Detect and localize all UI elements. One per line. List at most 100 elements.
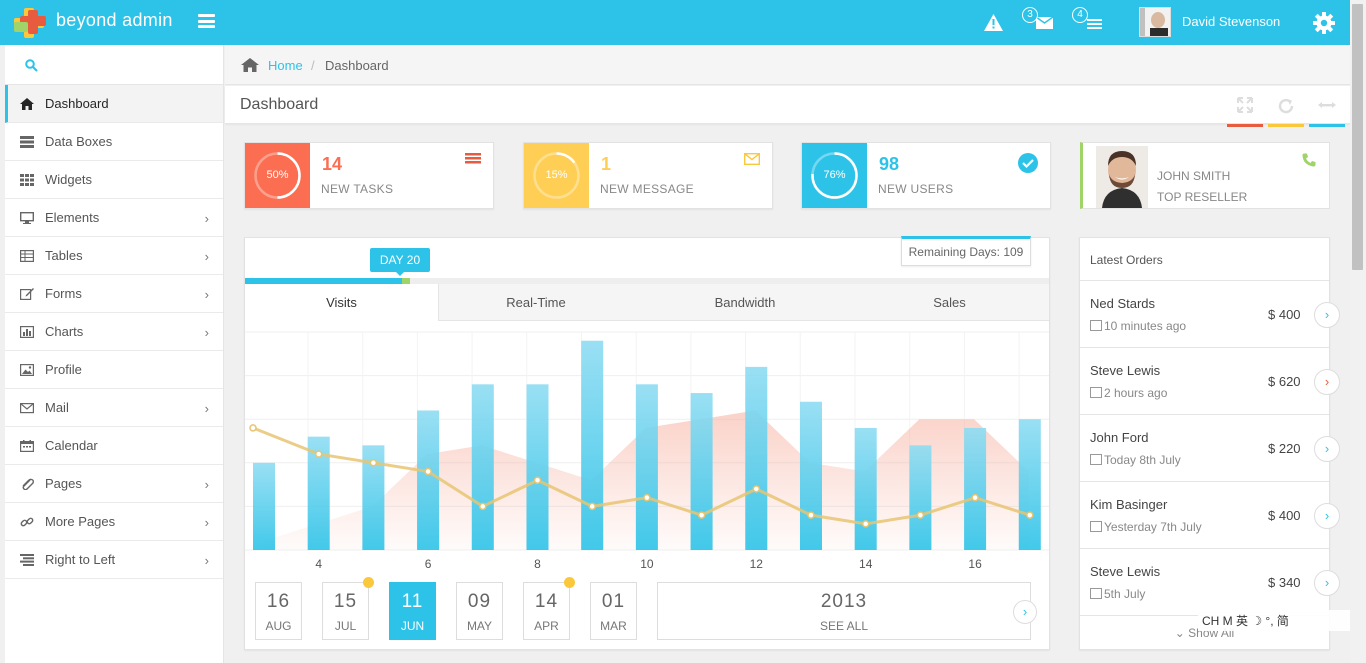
stat-percent: 76% xyxy=(823,169,846,181)
order-detail-button[interactable]: › xyxy=(1314,302,1340,328)
settings-gear-icon[interactable] xyxy=(1313,12,1335,34)
tab-visits[interactable]: Visits xyxy=(245,284,439,321)
date-button-apr[interactable]: 14 APR xyxy=(523,577,575,640)
order-amount: $ 220 xyxy=(1268,441,1301,456)
sidebar-item-profile[interactable]: Profile xyxy=(5,351,223,389)
sidebar-item-data-boxes[interactable]: Data Boxes xyxy=(5,123,223,161)
page-scrollbar[interactable] xyxy=(1350,0,1366,663)
chevron-down-icon: ⌄ xyxy=(1174,626,1189,640)
chevron-right-icon: › xyxy=(1022,604,1028,619)
messages-icon[interactable]: 3 xyxy=(1022,7,1054,37)
order-row[interactable]: John Ford Today 8th July $ 220 › xyxy=(1080,415,1340,482)
sidebar-item-tables[interactable]: Tables › xyxy=(5,237,223,275)
reseller-role: TOP RESELLER xyxy=(1157,190,1248,204)
stat-box-tasks[interactable]: 50% 14 NEW TASKS xyxy=(244,142,494,209)
tab-sales[interactable]: Sales xyxy=(933,295,966,310)
phone-icon[interactable] xyxy=(1302,153,1316,167)
order-detail-button[interactable]: › xyxy=(1314,570,1340,596)
next-dates-button[interactable]: › xyxy=(1013,600,1037,624)
user-avatar[interactable] xyxy=(1139,7,1171,37)
stat-percent: 50% xyxy=(266,169,289,181)
x-tick-label: 10 xyxy=(640,557,654,571)
sidebar-toggle-icon[interactable] xyxy=(198,14,215,28)
order-row[interactable]: Kim Basinger Yesterday 7th July $ 400 › xyxy=(1080,482,1340,549)
calendar-icon xyxy=(1090,454,1102,465)
orders-title: Latest Orders xyxy=(1080,238,1329,281)
order-detail-button[interactable]: › xyxy=(1314,503,1340,529)
order-row[interactable]: Ned Stards 10 minutes ago $ 400 › xyxy=(1080,281,1340,348)
calendar-icon xyxy=(20,440,34,452)
breadcrumb-home-link[interactable]: Home xyxy=(268,58,303,73)
brand-name[interactable]: beyond admin xyxy=(56,10,173,30)
tab-real-time[interactable]: Real-Time xyxy=(506,295,566,310)
date-button-jul[interactable]: 15 JUL xyxy=(322,577,374,640)
chevron-right-icon: › xyxy=(204,515,209,530)
day-badge: DAY 20 xyxy=(370,248,430,276)
ime-toolbar[interactable]: CH M 英 ☽ °, 简 xyxy=(1198,610,1350,631)
sidebar-item-calendar[interactable]: Calendar xyxy=(5,427,223,465)
sidebar-item-label: Mail xyxy=(45,400,69,415)
chevron-right-icon: › xyxy=(204,211,209,226)
sidebar-item-widgets[interactable]: Widgets xyxy=(5,161,223,199)
collapse-button[interactable] xyxy=(1309,95,1345,127)
stat-messages-progress: 15% xyxy=(524,143,589,208)
year-see-all-button[interactable]: 2013 SEE ALL xyxy=(657,582,1031,640)
refresh-button[interactable] xyxy=(1268,95,1304,127)
sidebar-search[interactable] xyxy=(5,45,223,85)
bar-7 xyxy=(471,384,494,550)
top-reseller-card[interactable]: JOHN SMITH TOP RESELLER xyxy=(1080,142,1330,209)
date-button-aug[interactable]: 16 AUG xyxy=(255,582,302,640)
order-amount: $ 340 xyxy=(1268,575,1301,590)
order-row[interactable]: Steve Lewis 2 hours ago $ 620 › xyxy=(1080,348,1340,415)
order-detail-button[interactable]: › xyxy=(1314,436,1340,462)
tab-bandwidth[interactable]: Bandwidth xyxy=(714,295,776,310)
sidebar-item-label: Charts xyxy=(45,324,84,339)
expand-icon xyxy=(1237,97,1253,113)
line-point-16 xyxy=(971,493,979,502)
search-icon[interactable] xyxy=(25,59,38,72)
order-detail-button[interactable]: › xyxy=(1314,369,1340,395)
sidebar-item-dashboard[interactable]: Dashboard xyxy=(5,85,223,123)
tasks-count: 4 xyxy=(1072,7,1088,23)
home-icon[interactable] xyxy=(241,58,259,72)
date-button-mar[interactable]: 01 MAR xyxy=(590,582,637,640)
maximize-color-bar xyxy=(1227,124,1263,127)
stat-box-messages[interactable]: 15% 1 NEW MESSAGE xyxy=(523,142,773,209)
paperclip-icon xyxy=(22,478,34,490)
chevron-right-icon: › xyxy=(204,325,209,340)
bar-10 xyxy=(635,384,658,550)
sidebar-item-elements[interactable]: Elements › xyxy=(5,199,223,237)
line-point-6 xyxy=(424,467,432,476)
tasks-icon[interactable]: 4 xyxy=(1072,7,1104,37)
user-name[interactable]: David Stevenson xyxy=(1182,14,1281,29)
chevron-right-icon: › xyxy=(204,249,209,264)
bar-15 xyxy=(909,445,932,550)
scrollbar-thumb[interactable] xyxy=(1352,4,1363,270)
sidebar-item-mail[interactable]: Mail › xyxy=(5,389,223,427)
maximize-button[interactable] xyxy=(1227,95,1263,127)
stat-label: NEW MESSAGE xyxy=(600,182,694,196)
align-right-icon xyxy=(20,554,34,566)
order-row[interactable]: Steve Lewis 5th July $ 340 › xyxy=(1080,549,1340,616)
sidebar-item-more-pages[interactable]: More Pages › xyxy=(5,503,223,541)
bar-chart-icon xyxy=(20,326,34,338)
sidebar-item-label: Pages xyxy=(45,476,82,491)
sidebar-item-forms[interactable]: Forms › xyxy=(5,275,223,313)
chevron-right-icon: › xyxy=(204,287,209,302)
sidebar-item-label: Data Boxes xyxy=(45,134,113,149)
stat-value: 1 xyxy=(601,154,612,174)
date-button-may[interactable]: 09 MAY xyxy=(456,582,503,640)
order-amount: $ 620 xyxy=(1268,374,1301,389)
sidebar-item-pages[interactable]: Pages › xyxy=(5,465,223,503)
edit-icon xyxy=(20,288,34,300)
stat-box-users[interactable]: 76% 98 NEW USERS xyxy=(801,142,1051,209)
sidebar-item-right-to-left[interactable]: Right to Left › xyxy=(5,541,223,579)
date-button-jun[interactable]: 11 JUN xyxy=(389,582,436,640)
line-point-15 xyxy=(916,511,925,519)
sidebar-item-charts[interactable]: Charts › xyxy=(5,313,223,351)
date-day: 16 xyxy=(266,591,291,612)
logo-icon[interactable] xyxy=(12,8,46,38)
stat-label: NEW USERS xyxy=(878,182,954,196)
order-customer: Kim Basinger xyxy=(1090,497,1168,512)
alert-icon[interactable] xyxy=(984,14,1003,31)
